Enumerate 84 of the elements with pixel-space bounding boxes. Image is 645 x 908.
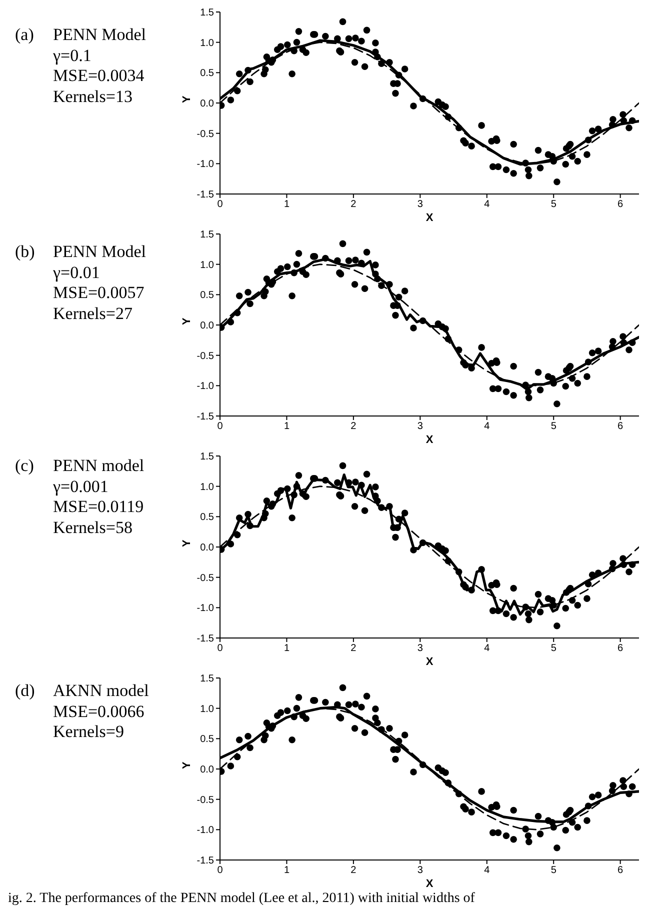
y-tick-label: 0.0 <box>200 764 214 776</box>
y-tick-label: 1.0 <box>200 704 214 715</box>
text: PENN model <box>53 456 144 476</box>
y-tick-label: -0.5 <box>196 794 214 806</box>
x-tick-label: 3 <box>417 199 424 210</box>
y-tick-label: 1.0 <box>200 38 214 49</box>
y-tick-label: 0.5 <box>200 68 214 80</box>
x-tick-label: 1 <box>284 643 290 654</box>
x-tick-label: 4 <box>484 643 490 654</box>
x-tick-label: 4 <box>484 865 490 876</box>
x-tick-label: 0 <box>217 643 224 654</box>
text: Kernels=9 <box>53 722 125 742</box>
x-tick-label: 1 <box>284 421 290 432</box>
text: MSE=0.0066 <box>53 702 146 722</box>
y-axis-title: Y <box>180 761 193 769</box>
x-tick-label: 0 <box>217 199 224 210</box>
text: Kernels=27 <box>53 304 134 324</box>
x-tick-label: 2 <box>350 865 357 876</box>
text: MSE=0.0119 <box>53 497 144 518</box>
y-tick-label: 0.0 <box>200 320 214 332</box>
y-tick-label: 1.0 <box>200 260 214 271</box>
x-tick-label: 2 <box>350 199 357 210</box>
text: (a) <box>15 25 34 46</box>
y-axis-title: Y <box>180 95 193 103</box>
x-tick-label: 2 <box>350 643 357 654</box>
y-tick-label: 0.0 <box>200 542 214 554</box>
x-tick-label: 6 <box>618 643 624 654</box>
y-tick-label: 1.5 <box>200 8 214 19</box>
text: γ=0.001 <box>53 476 110 497</box>
x-tick-label: 4 <box>484 199 490 210</box>
text: Kernels=13 <box>53 86 134 107</box>
y-tick-label: -1.0 <box>196 159 214 170</box>
y-tick-label: 1.5 <box>200 230 214 241</box>
x-tick-label: 6 <box>618 865 624 876</box>
y-tick-label: 0.5 <box>200 512 214 524</box>
x-tick-label: 3 <box>417 865 424 876</box>
x-tick-label: 3 <box>417 421 424 432</box>
y-tick-label: -0.5 <box>196 128 214 140</box>
text: (b) <box>15 242 35 262</box>
x-tick-label: 5 <box>550 865 557 876</box>
y-tick-label: -1.0 <box>196 381 214 392</box>
y-tick-label: -1.5 <box>196 190 214 201</box>
text: (d) <box>15 681 35 702</box>
text: (c) <box>15 456 34 476</box>
text: AKNN model <box>53 681 149 702</box>
x-tick-label: 6 <box>618 421 624 432</box>
text: γ=0.1 <box>53 46 92 66</box>
x-tick-label: 1 <box>284 865 290 876</box>
y-tick-label: -1.0 <box>196 825 214 836</box>
y-tick-label: 1.5 <box>200 452 214 463</box>
y-axis-title: Y <box>180 317 193 325</box>
y-axis-title: Y <box>180 539 193 547</box>
y-tick-label: -1.5 <box>196 856 214 867</box>
x-axis-title: X <box>426 212 434 224</box>
x-axis-title: X <box>426 878 434 890</box>
y-tick-label: -0.5 <box>196 572 214 584</box>
y-tick-label: 0.5 <box>200 290 214 302</box>
text: MSE=0.0034 <box>53 66 146 86</box>
text: Kernels=58 <box>53 518 134 538</box>
x-tick-label: 1 <box>284 199 290 210</box>
x-tick-label: 5 <box>550 199 557 210</box>
y-tick-label: 1.5 <box>200 674 214 685</box>
text: ig. 2. The performances of the PENN model (Lee et al., 2011) with initial widths of <box>8 891 475 907</box>
text: MSE=0.0057 <box>53 283 146 304</box>
x-axis-title: X <box>426 656 434 668</box>
x-tick-label: 0 <box>217 421 224 432</box>
text: PENN Model <box>53 25 146 46</box>
x-tick-label: 3 <box>417 643 424 654</box>
y-tick-label: -1.5 <box>196 634 214 645</box>
x-tick-label: 5 <box>550 643 557 654</box>
x-tick-label: 4 <box>484 421 490 432</box>
y-tick-label: -1.5 <box>196 412 214 423</box>
x-tick-label: 6 <box>618 199 624 210</box>
y-tick-label: 1.0 <box>200 482 214 493</box>
x-tick-label: 5 <box>550 421 557 432</box>
text: γ=0.01 <box>53 262 101 283</box>
y-tick-label: -1.0 <box>196 603 214 614</box>
text: PENN Model <box>53 242 146 262</box>
y-tick-label: 0.5 <box>200 734 214 746</box>
y-tick-label: -0.5 <box>196 350 214 362</box>
x-tick-label: 0 <box>217 865 224 876</box>
x-tick-label: 2 <box>350 421 357 432</box>
y-tick-label: 0.0 <box>200 98 214 110</box>
x-axis-title: X <box>426 434 434 446</box>
